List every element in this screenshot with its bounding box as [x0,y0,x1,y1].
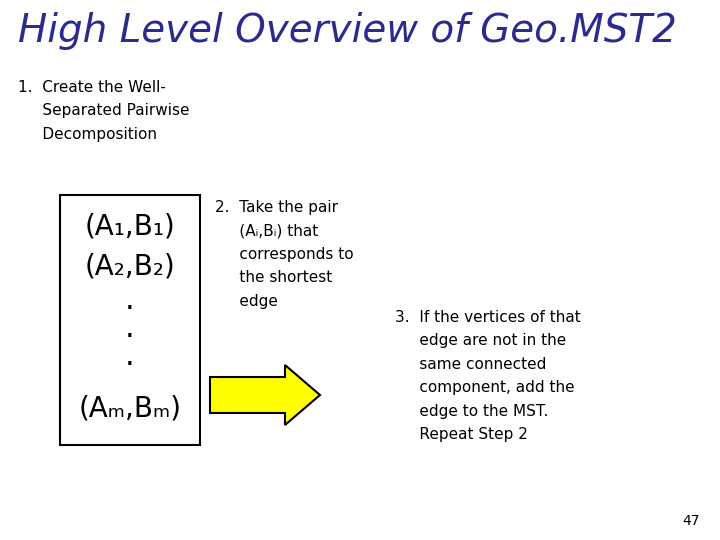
Text: ·: · [125,351,135,380]
Text: ·: · [125,295,135,324]
Text: 2.  Take the pair
     (Aᵢ,Bᵢ) that
     corresponds to
     the shortest
     e: 2. Take the pair (Aᵢ,Bᵢ) that correspond… [215,200,354,308]
Text: High Level Overview of Geo.MST2: High Level Overview of Geo.MST2 [18,12,677,50]
Text: 1.  Create the Well-
     Separated Pairwise
     Decomposition: 1. Create the Well- Separated Pairwise D… [18,80,189,142]
Text: (A₂,B₂): (A₂,B₂) [85,253,176,281]
Text: (A₁,B₁): (A₁,B₁) [85,213,176,241]
Text: (Aₘ,Bₘ): (Aₘ,Bₘ) [78,395,181,423]
Text: 47: 47 [683,514,700,528]
Polygon shape [210,365,320,425]
Text: 3.  If the vertices of that
     edge are not in the
     same connected
     co: 3. If the vertices of that edge are not … [395,310,581,442]
Text: ·: · [125,323,135,352]
Bar [60,195,200,445]
